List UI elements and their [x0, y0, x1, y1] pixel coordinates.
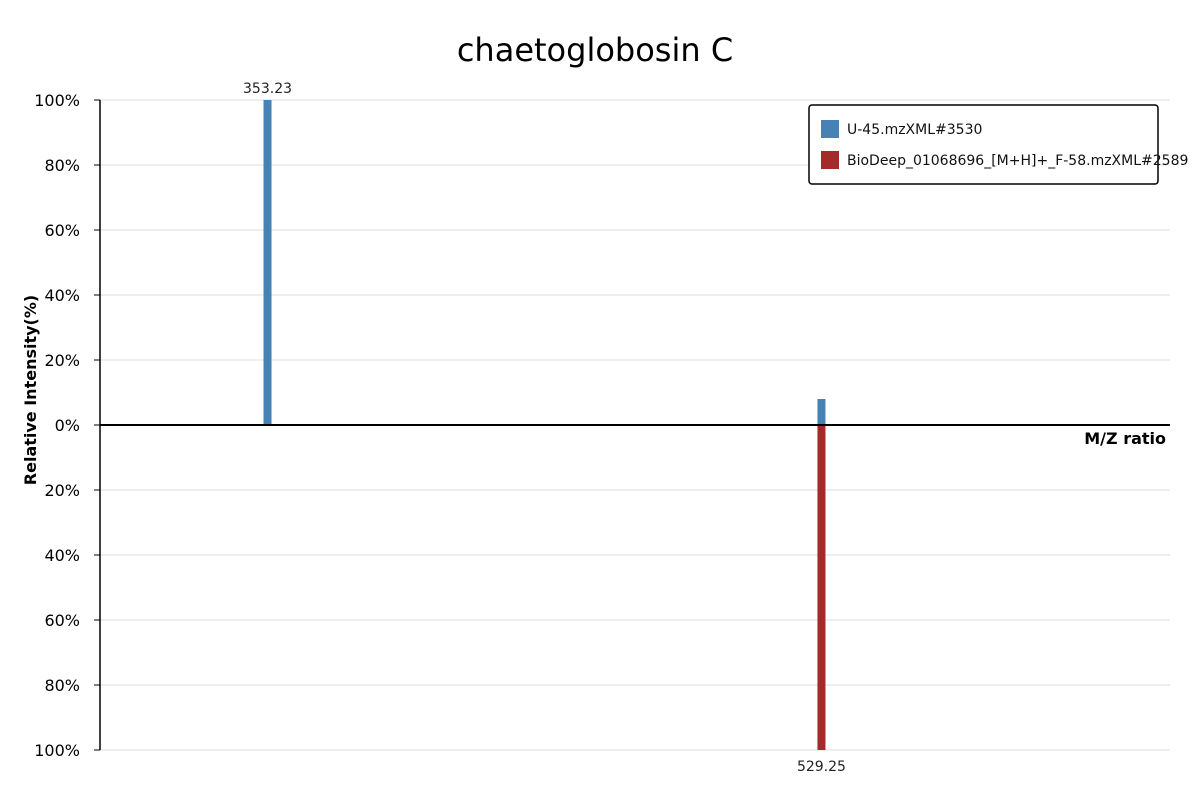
y-tick-label: 20%	[44, 481, 80, 500]
y-tick-label: 60%	[44, 221, 80, 240]
peak-labels: 353.23 529.25	[243, 81, 846, 775]
legend-box	[808, 104, 1159, 185]
y-tick-label: 100%	[34, 91, 80, 110]
y-tick-labels: 100% 80% 60% 40% 20% 0% 20% 40% 60% 80% 100%	[34, 91, 80, 760]
y-tick-label: 20%	[44, 351, 80, 370]
y-tick-label: 0%	[55, 416, 80, 435]
sample-peak-bar	[263, 100, 272, 425]
legend: U-45.mzXML#3530 BioDeep_01068696_[M+H]+_F…	[808, 104, 1188, 185]
y-axis-title: Relative Intensity(%)	[21, 295, 40, 485]
peak-mz-label: 353.23	[243, 81, 292, 97]
reference-peak-bar	[817, 425, 826, 750]
legend-label: U-45.mzXML#3530	[847, 122, 982, 138]
y-tick-label: 40%	[44, 286, 80, 305]
axes	[94, 99, 1170, 751]
y-tick-label: 80%	[44, 676, 80, 695]
legend-swatch	[821, 120, 839, 138]
peak-bars	[263, 100, 826, 750]
grid-lines	[100, 99, 1170, 751]
chart-title: chaetoglobosin C	[457, 31, 733, 69]
y-tick-label: 100%	[34, 741, 80, 760]
y-tick-label: 40%	[44, 546, 80, 565]
y-tick-label: 80%	[44, 156, 80, 175]
peak-mz-label: 529.25	[797, 759, 846, 775]
y-tick-label: 60%	[44, 611, 80, 630]
legend-label: BioDeep_01068696_[M+H]+_F-58.mzXML#2589	[847, 153, 1188, 169]
x-axis-title: M/Z ratio	[1084, 429, 1166, 448]
legend-swatch	[821, 151, 839, 169]
sample-peak-bar	[817, 399, 826, 425]
